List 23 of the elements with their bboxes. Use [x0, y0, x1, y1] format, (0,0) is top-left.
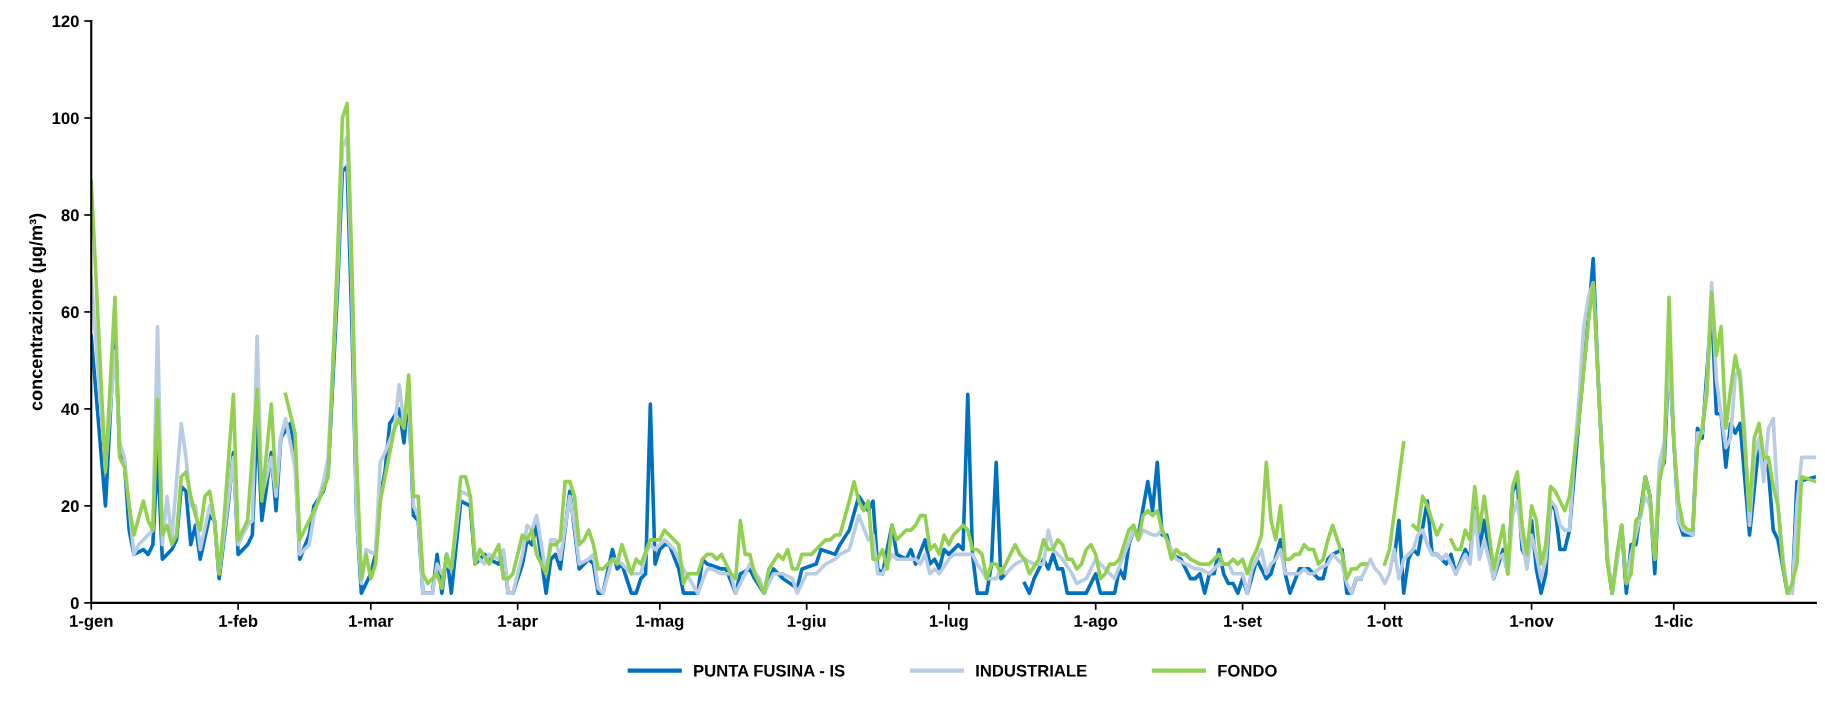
y-tick-label: 40	[61, 403, 79, 416]
x-tick-label: 1-gen	[70, 615, 113, 631]
x-tick-label: 1-apr	[498, 615, 538, 631]
y-tick-label: 0	[70, 597, 79, 610]
y-tick-label: 80	[61, 209, 79, 222]
x-tick-label: 1-dic	[1655, 614, 1693, 627]
x-tick-label: 1-feb	[219, 614, 258, 627]
y-tick-label: 20	[61, 500, 79, 513]
x-tick-label: 1-nov	[1510, 615, 1554, 627]
x-tick-label: 1-mar	[349, 615, 394, 627]
y-tick-label: 100	[52, 112, 79, 125]
x-tick-label: 1-giu	[787, 614, 826, 631]
legend-label: PUNTA FUSINA - IS	[694, 664, 845, 677]
x-tick-label: 1-ott	[1367, 615, 1403, 627]
y-tick-label: 60	[61, 306, 79, 319]
x-tick-label: 1-ago	[1074, 615, 1118, 631]
x-tick-label: 1-set	[1224, 615, 1262, 627]
x-tick-label: 1-lug	[929, 614, 968, 631]
y-tick-label: 120	[52, 15, 79, 28]
legend-label: FONDO	[1218, 664, 1277, 677]
y-axis-title: concentrazione (µg/m³)	[29, 213, 47, 411]
legend-label: INDUSTRIALE	[976, 664, 1087, 677]
x-tick-label: 1-mag	[636, 615, 684, 631]
